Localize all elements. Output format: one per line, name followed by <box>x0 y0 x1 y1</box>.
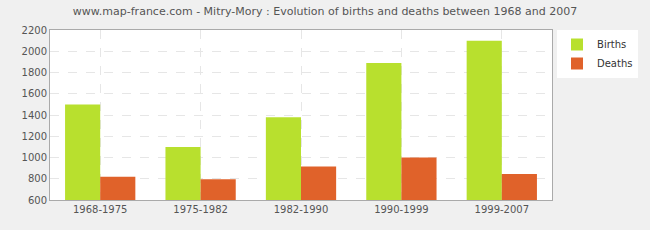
svg-text:2000: 2000 <box>22 46 47 57</box>
svg-text:1200: 1200 <box>22 131 47 142</box>
svg-text:1400: 1400 <box>22 110 47 121</box>
svg-text:www.map-france.com - Mitry-Mor: www.map-france.com - Mitry-Mory : Evolut… <box>73 5 577 18</box>
svg-text:600: 600 <box>28 195 47 206</box>
svg-text:1999-2007: 1999-2007 <box>475 204 530 215</box>
svg-text:1982-1990: 1982-1990 <box>274 204 329 215</box>
svg-text:1000: 1000 <box>22 152 47 163</box>
svg-text:1990-1999: 1990-1999 <box>374 204 429 215</box>
svg-text:Births: Births <box>597 39 626 50</box>
svg-text:1800: 1800 <box>22 67 47 78</box>
svg-text:1975-1982: 1975-1982 <box>173 204 228 215</box>
svg-text:2200: 2200 <box>22 25 47 36</box>
svg-text:Deaths: Deaths <box>597 58 632 69</box>
svg-text:1968-1975: 1968-1975 <box>73 204 128 215</box>
svg-text:1600: 1600 <box>22 88 47 99</box>
svg-text:800: 800 <box>28 173 47 184</box>
